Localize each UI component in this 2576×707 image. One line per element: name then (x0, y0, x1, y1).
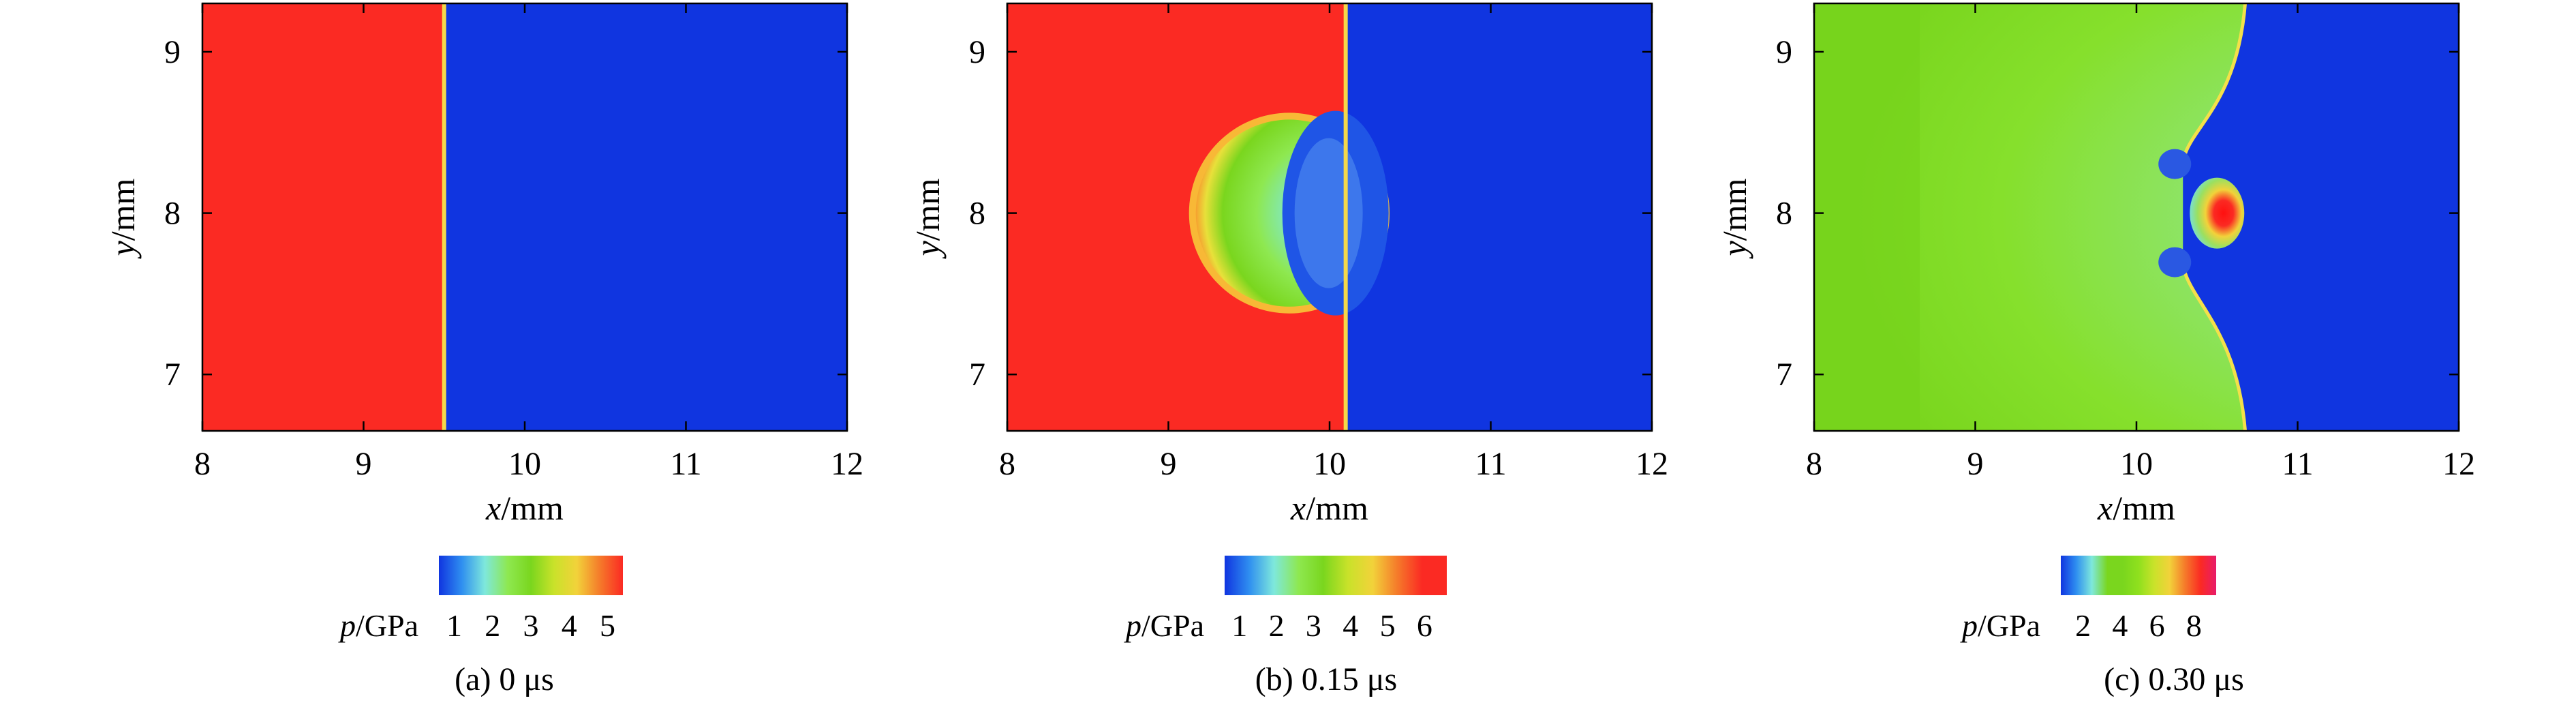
colorbar-tick-label: 3 (523, 608, 539, 643)
panel-caption: (a) 0 μs (455, 661, 554, 697)
heatmap-field (1007, 3, 1652, 431)
lower-jet-vortex (2158, 247, 2192, 277)
y-tick-label: 8 (164, 196, 181, 232)
colorbar-label: p/GPa (1960, 608, 2040, 643)
x-tick-label: 12 (2442, 446, 2475, 482)
x-tick-label: 11 (670, 446, 701, 482)
y-axis-label: y/mm (104, 178, 142, 259)
pressure-hotspot (2190, 177, 2245, 249)
x-tick-label: 8 (999, 446, 1015, 482)
colorbar (2061, 556, 2216, 595)
colorbar (439, 556, 623, 595)
colorbar-tick-label: 5 (1380, 608, 1396, 643)
colorbar-tick-label: 2 (1269, 608, 1285, 643)
panel-caption: (c) 0.30 μs (2104, 661, 2244, 697)
y-axis-label: y/mm (908, 178, 947, 259)
shock-front (1343, 3, 1348, 431)
colorbar-tick-label: 1 (446, 608, 462, 643)
colorbar-tick-label: 6 (1417, 608, 1432, 643)
colorbar-tick-label: 3 (1306, 608, 1321, 643)
low-pressure-region (444, 3, 847, 431)
upper-jet-vortex (2158, 149, 2192, 179)
unshocked-region (2182, 3, 2459, 431)
x-tick-label: 8 (1806, 446, 1822, 482)
y-tick-label: 7 (969, 357, 985, 393)
y-axis-label: y/mm (1715, 178, 1753, 259)
x-tick-label: 8 (194, 446, 211, 482)
heatmap-field (1814, 3, 2459, 431)
x-axis-label: x/mm (2097, 489, 2175, 527)
panel-caption: (b) 0.15 μs (1255, 661, 1397, 697)
x-axis-label: x/mm (485, 489, 564, 527)
y-tick-label: 9 (1776, 34, 1792, 70)
colorbar-label: p/GPa (1124, 608, 1204, 643)
colorbar-tick-label: 1 (1231, 608, 1247, 643)
far-field-band (1814, 3, 1920, 431)
x-tick-label: 9 (356, 446, 372, 482)
colorbar-tick-label: 5 (600, 608, 615, 643)
y-tick-label: 9 (164, 34, 181, 70)
x-tick-label: 10 (1313, 446, 1346, 482)
x-tick-label: 9 (1161, 446, 1177, 482)
colorbar-tick-label: 4 (2112, 608, 2128, 643)
cavity-edge (1294, 138, 1363, 288)
colorbar-label: p/GPa (338, 608, 418, 643)
colorbar-tick-label: 2 (2075, 608, 2091, 643)
x-tick-label: 12 (1636, 446, 1668, 482)
heatmap-field (202, 3, 847, 431)
colorbar-tick-label: 8 (2186, 608, 2202, 643)
x-tick-label: 11 (1475, 446, 1506, 482)
x-tick-label: 11 (2282, 446, 2313, 482)
y-tick-label: 7 (164, 357, 181, 393)
colorbar-tick-label: 6 (2149, 608, 2165, 643)
x-tick-label: 9 (1967, 446, 1984, 482)
x-tick-label: 10 (508, 446, 541, 482)
x-axis-label: x/mm (1290, 489, 1368, 527)
colorbar (1225, 556, 1447, 595)
y-tick-label: 8 (969, 196, 985, 232)
low-pressure-region (1345, 3, 1652, 431)
x-tick-label: 12 (831, 446, 863, 482)
y-tick-label: 9 (969, 34, 985, 70)
colorbar-tick-label: 2 (485, 608, 500, 643)
colorbar-tick-label: 4 (562, 608, 577, 643)
y-tick-label: 7 (1776, 357, 1792, 393)
interface-line (442, 3, 446, 431)
y-tick-label: 8 (1776, 196, 1792, 232)
high-pressure-region (202, 3, 444, 431)
x-tick-label: 10 (2120, 446, 2153, 482)
colorbar-tick-label: 4 (1343, 608, 1358, 643)
